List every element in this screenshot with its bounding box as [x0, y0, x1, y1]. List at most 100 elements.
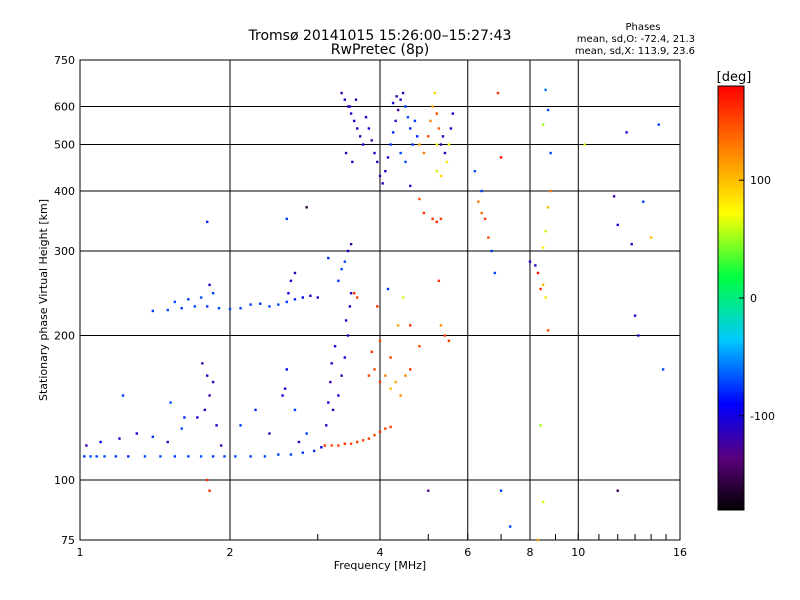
data-point — [312, 449, 316, 453]
data-point — [539, 424, 542, 427]
data-point — [431, 217, 434, 221]
chart-title: Tromsø 20141015 15:26:00–15:27:43 — [248, 28, 512, 44]
colorbar-label: [deg] — [717, 70, 752, 85]
data-point — [343, 260, 347, 263]
data-point — [544, 88, 547, 92]
data-point — [239, 424, 242, 427]
data-point — [549, 189, 552, 193]
data-point — [205, 374, 209, 377]
data-point — [352, 292, 356, 295]
data-point — [135, 432, 138, 435]
data-point — [361, 439, 365, 442]
data-point — [642, 200, 645, 203]
colorbar-tick-label: -100 — [750, 410, 775, 423]
data-point — [351, 160, 354, 164]
data-point — [344, 319, 348, 322]
data-point — [433, 91, 436, 95]
data-point — [649, 236, 653, 239]
data-point — [583, 143, 586, 146]
data-point — [389, 143, 392, 146]
data-point — [409, 127, 412, 130]
data-point — [352, 119, 356, 123]
y-tick-label: 100 — [54, 474, 75, 487]
data-point — [205, 220, 209, 224]
data-point — [355, 440, 359, 444]
data-point — [203, 408, 206, 412]
data-point — [327, 256, 330, 260]
data-point — [301, 451, 305, 454]
data-point — [340, 374, 343, 377]
data-point — [151, 309, 155, 313]
data-point — [451, 112, 455, 115]
data-point — [493, 271, 497, 275]
data-point — [406, 116, 410, 119]
data-point — [378, 174, 382, 178]
data-point — [349, 112, 353, 115]
data-point — [483, 217, 487, 221]
data-point — [337, 394, 340, 397]
data-point — [378, 339, 382, 343]
data-point — [289, 453, 293, 456]
x-tick-label: 4 — [377, 546, 384, 559]
data-point — [187, 455, 190, 458]
data-point — [331, 408, 335, 412]
x-tick-label: 8 — [527, 546, 534, 559]
data-point — [391, 131, 395, 134]
data-point — [384, 427, 387, 430]
data-point — [283, 387, 287, 390]
data-point — [215, 424, 218, 427]
data-point — [534, 264, 537, 267]
data-point — [301, 296, 305, 299]
y-axis-ticks: 75 100 200 300 400 500 600 750 — [54, 54, 75, 547]
data-point — [180, 307, 183, 310]
data-point — [234, 455, 237, 458]
data-point — [285, 300, 288, 304]
data-point — [103, 455, 106, 458]
data-point — [541, 123, 545, 126]
x-axis-label: Frequency [MHz] — [334, 559, 426, 572]
y-axis-label: Stationary phase Virtual Height [km] — [37, 199, 50, 401]
data-point — [633, 314, 637, 317]
data-point — [386, 156, 390, 159]
data-point — [85, 444, 88, 447]
data-point — [305, 432, 308, 435]
data-point — [183, 416, 186, 419]
data-point — [285, 217, 288, 221]
data-point — [546, 108, 550, 112]
y-tick-label: 75 — [61, 534, 75, 547]
data-point — [422, 211, 426, 215]
data-point — [422, 151, 426, 155]
data-point — [327, 401, 330, 404]
data-point — [447, 143, 451, 146]
data-point — [364, 116, 368, 119]
data-point — [325, 424, 328, 427]
data-point — [367, 127, 371, 130]
data-point — [99, 440, 102, 444]
data-point — [333, 345, 337, 348]
data-point — [373, 433, 376, 437]
data-point — [473, 169, 477, 173]
data-point — [435, 169, 438, 173]
data-point — [549, 151, 552, 155]
data-point — [541, 500, 545, 504]
data-point — [657, 123, 660, 126]
data-point — [320, 446, 323, 449]
data-point — [394, 119, 397, 123]
data-point — [249, 303, 252, 306]
data-point — [316, 296, 319, 299]
data-point — [376, 160, 379, 164]
data-point — [211, 292, 215, 295]
data-point — [409, 324, 412, 327]
data-point — [83, 455, 86, 458]
data-point — [490, 249, 493, 253]
data-point — [661, 368, 665, 371]
data-point — [343, 98, 347, 101]
data-point — [196, 416, 199, 419]
data-point — [95, 455, 98, 458]
colorbar-tick-label: 100 — [750, 174, 771, 187]
data-point — [285, 368, 288, 371]
data-point — [166, 308, 169, 312]
data-point — [528, 260, 532, 263]
data-point — [127, 455, 130, 458]
